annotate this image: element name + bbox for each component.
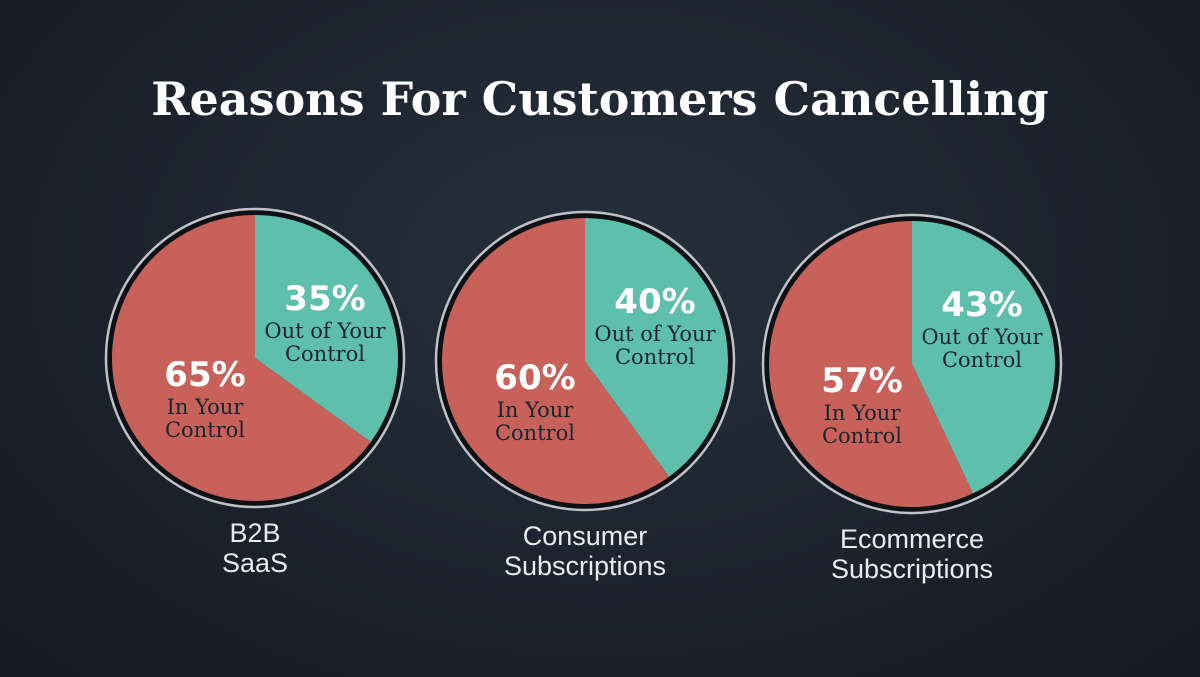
slice-in-control	[441, 218, 670, 504]
slice-out-of-control	[585, 218, 728, 477]
category-label: Ecommerce Subscriptions	[762, 524, 1062, 584]
category-line: Subscriptions	[830, 554, 994, 584]
out-of-control-label: Out of Your	[264, 319, 386, 343]
category-label: B2B SaaS	[105, 518, 405, 578]
in-control-percent: 57%	[821, 361, 902, 401]
slice-out-of-control	[255, 215, 398, 443]
out-of-control-percent: 43%	[941, 285, 1022, 325]
out-of-control-percent: 35%	[284, 279, 365, 319]
slice-in-control	[111, 215, 371, 501]
slice-out-of-control	[912, 221, 1055, 494]
in-control-percent: 65%	[164, 355, 245, 395]
slice-in-control	[768, 221, 973, 508]
category-label: Consumer Subscriptions	[435, 521, 735, 581]
out-of-control-percent: 40%	[614, 282, 695, 322]
in-control-label: In Your	[167, 395, 245, 419]
out-of-control-label: Control	[942, 348, 1022, 372]
out-of-control-label: Out of Your	[921, 325, 1043, 349]
in-control-label: Control	[495, 421, 575, 445]
in-control-percent: 60%	[494, 358, 575, 398]
in-control-label: In Your	[824, 401, 902, 425]
chart-title: Reasons For Customers Cancelling	[151, 72, 1049, 126]
out-of-control-label: Control	[285, 342, 365, 366]
category-line: B2B	[229, 518, 281, 548]
out-of-control-label: Out of Your	[594, 322, 716, 346]
in-control-label: In Your	[497, 398, 575, 422]
category-line: Ecommerce	[839, 524, 985, 554]
in-control-label: Control	[165, 418, 245, 442]
out-of-control-label: Control	[615, 345, 695, 369]
in-control-label: Control	[822, 424, 902, 448]
category-line: SaaS	[221, 548, 289, 578]
category-line: Consumer	[522, 521, 648, 551]
category-line: Subscriptions	[503, 551, 667, 581]
